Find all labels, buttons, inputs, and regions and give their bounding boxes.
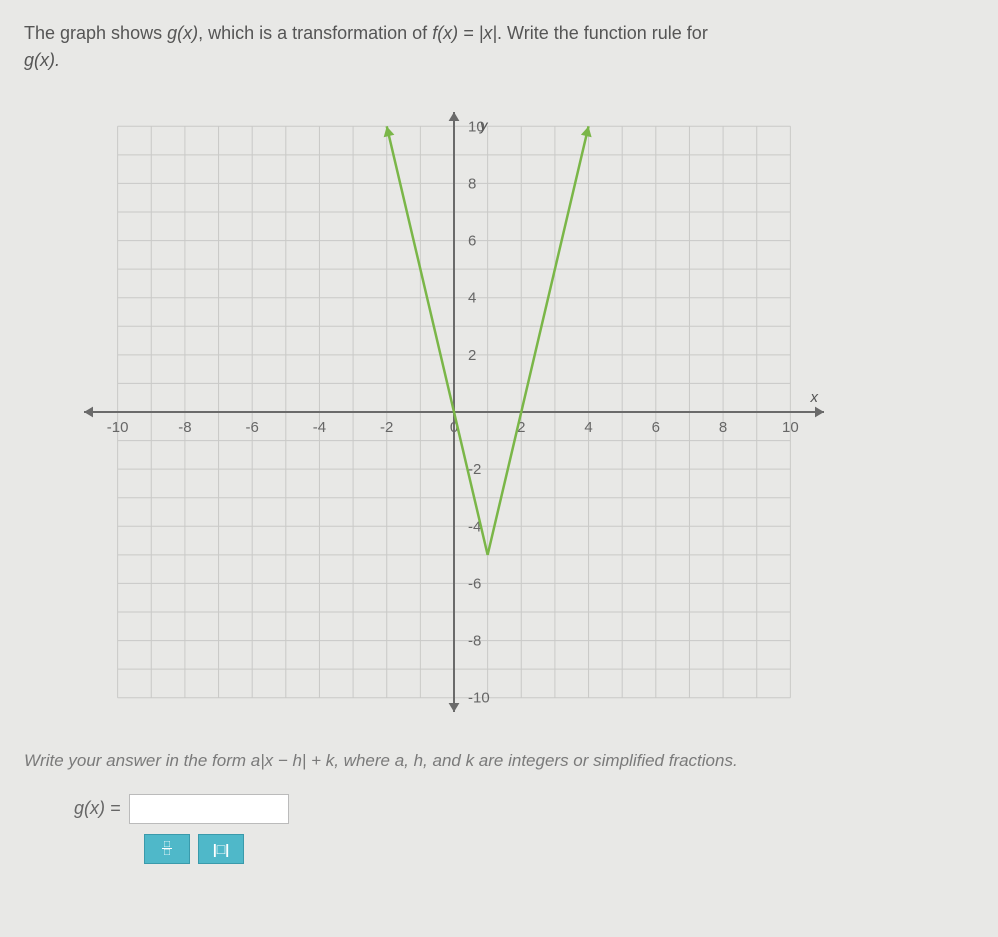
svg-text:8: 8 — [468, 175, 476, 192]
q-part2: , which is a transformation of — [198, 23, 432, 43]
answer-row: g(x) = — [74, 794, 974, 824]
svg-text:-6: -6 — [246, 419, 259, 436]
svg-text:-8: -8 — [468, 633, 481, 650]
answer-input[interactable] — [129, 794, 289, 824]
svg-text:-10: -10 — [468, 690, 490, 707]
q-part1: The graph shows — [24, 23, 167, 43]
svg-text:6: 6 — [652, 419, 660, 436]
svg-text:-6: -6 — [468, 575, 481, 592]
abs-icon: |□| — [213, 841, 229, 857]
q-fx: f(x) = |x| — [432, 23, 497, 43]
svg-text:4: 4 — [468, 290, 476, 307]
abs-tool-button[interactable]: |□| — [198, 834, 244, 864]
svg-text:-10: -10 — [107, 419, 129, 436]
instruction-text: Write your answer in the form a|x − h| +… — [24, 748, 974, 774]
svg-text:10: 10 — [782, 419, 799, 436]
answer-label: g(x) = — [74, 798, 121, 819]
fraction-tool-button[interactable]: □□ — [144, 834, 190, 864]
svg-text:2: 2 — [468, 347, 476, 364]
abs-value-chart: -10-8-6-4-20246810-10-8-6-4-2246810yx — [64, 92, 844, 732]
svg-text:-2: -2 — [380, 419, 393, 436]
fraction-icon: □□ — [162, 841, 172, 856]
q-part3: . Write the function rule for — [497, 23, 708, 43]
svg-text:8: 8 — [719, 419, 727, 436]
svg-text:-4: -4 — [313, 419, 326, 436]
q-gx2: g(x). — [24, 50, 60, 70]
q-gx: g(x) — [167, 23, 198, 43]
svg-text:4: 4 — [584, 419, 592, 436]
tool-row: □□ |□| — [144, 834, 974, 864]
question-text: The graph shows g(x), which is a transfo… — [24, 20, 974, 74]
svg-text:x: x — [810, 389, 819, 406]
svg-text:-8: -8 — [178, 419, 191, 436]
svg-text:6: 6 — [468, 233, 476, 250]
chart-container: -10-8-6-4-20246810-10-8-6-4-2246810yx — [64, 92, 974, 732]
